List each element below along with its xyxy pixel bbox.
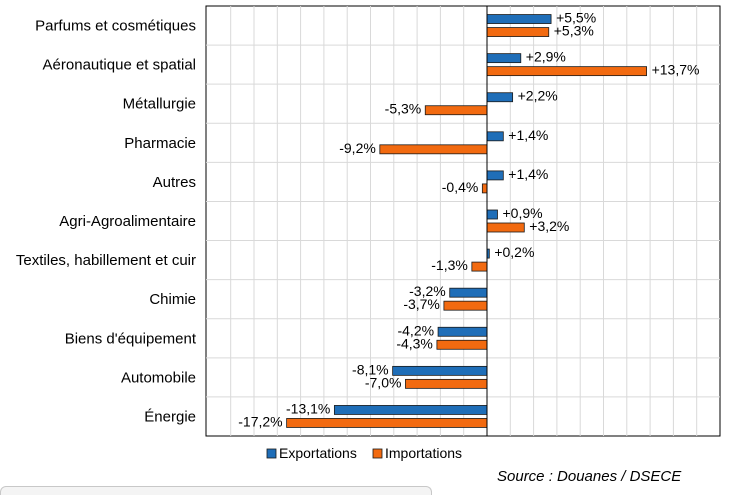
import-value-label: +13,7% <box>652 62 700 78</box>
legend-swatch-importations <box>372 448 383 459</box>
export-value-label: +1,4% <box>508 127 548 143</box>
export-bar <box>486 53 522 64</box>
import-value-label: -7,0% <box>365 374 402 390</box>
category-label: Biens d'équipement <box>65 330 197 347</box>
import-bar <box>481 183 488 194</box>
export-value-label: -4,2% <box>397 322 434 338</box>
import-value-label: -3,7% <box>403 296 440 312</box>
import-value-label: +5,3% <box>554 23 594 39</box>
source-note: Source : Douanes / DSECE <box>497 468 682 485</box>
category-label: Chimie <box>149 291 196 308</box>
import-bar <box>471 261 488 272</box>
export-value-label: +5,5% <box>556 10 596 26</box>
import-value-label: -17,2% <box>238 413 282 429</box>
export-bar <box>333 405 488 415</box>
import-value-label: -5,3% <box>385 101 422 117</box>
import-bar <box>486 222 525 233</box>
export-value-label: +0,2% <box>494 244 534 260</box>
legend-label-exportations: Exportations <box>279 445 357 461</box>
import-bar <box>486 27 550 37</box>
export-value-label: -13,1% <box>286 400 330 416</box>
legend-label-importations: Importations <box>385 445 462 461</box>
export-value-label: +2,9% <box>526 49 566 65</box>
category-label: Automobile <box>121 369 196 386</box>
category-label: Autres <box>153 174 196 191</box>
export-bar <box>392 365 488 376</box>
import-bar <box>286 418 488 428</box>
category-label: Pharmacie <box>124 135 196 152</box>
import-bar <box>443 300 488 311</box>
export-value-label: -8,1% <box>352 361 389 377</box>
import-value-label: -0,4% <box>442 179 479 195</box>
export-value-label: -3,2% <box>409 283 446 299</box>
export-bar <box>486 131 504 142</box>
plot-area <box>205 5 721 437</box>
category-label: Aéronautique et spatial <box>43 57 196 74</box>
category-label: Métallurgie <box>123 96 196 113</box>
category-label: Agri-Agroalimentaire <box>59 213 196 230</box>
export-bar <box>437 326 488 337</box>
import-value-label: -4,3% <box>396 335 433 351</box>
export-value-label: +2,2% <box>518 88 558 104</box>
legend-swatch-exportations <box>266 448 277 459</box>
import-value-label: -1,3% <box>431 257 468 273</box>
export-value-label: +1,4% <box>508 166 548 182</box>
export-value-label: +0,9% <box>502 205 542 221</box>
import-bar <box>379 144 488 155</box>
import-bar <box>486 66 648 77</box>
export-bar <box>486 14 552 24</box>
category-label: Énergie <box>144 408 196 425</box>
category-label: Textiles, habillement et cuir <box>16 252 196 269</box>
import-bar <box>436 339 488 350</box>
import-bar <box>405 378 488 389</box>
export-bar <box>449 287 488 298</box>
import-value-label: -9,2% <box>339 140 376 156</box>
export-bar <box>486 92 514 103</box>
import-value-label: +3,2% <box>529 218 569 234</box>
export-bar <box>486 209 498 220</box>
export-bar <box>486 170 504 181</box>
category-label: Parfums et cosmétiques <box>35 18 196 35</box>
import-bar <box>424 105 488 116</box>
